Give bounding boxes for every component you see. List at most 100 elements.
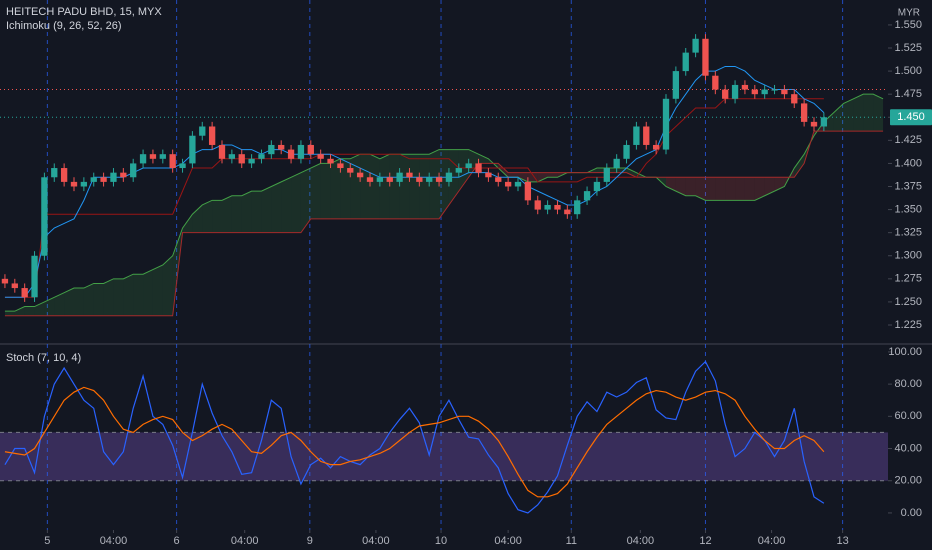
y-tick-label: 1.500 [894, 65, 922, 77]
candle-body [800, 103, 808, 122]
cloud [212, 200, 222, 233]
candle-body [791, 94, 798, 104]
cloud [616, 168, 627, 173]
candle-body [406, 172, 413, 178]
cloud [823, 112, 834, 132]
candle-body [672, 71, 680, 99]
y-tick-label: 1.525 [894, 42, 922, 54]
cloud [133, 274, 144, 316]
y-tick-label: 1.350 [894, 203, 922, 215]
candle-body [139, 154, 147, 164]
x-tick-label: 11 [566, 535, 577, 547]
candle-body [475, 163, 482, 173]
cloud [478, 154, 489, 164]
y-tick-label: 1.325 [894, 227, 922, 239]
cloud [281, 177, 292, 233]
cloud [152, 264, 163, 316]
candle-body [574, 200, 581, 215]
candle-body [514, 181, 522, 187]
cloud [24, 306, 35, 316]
y-tick-label: 1.475 [894, 88, 922, 100]
cloud [853, 94, 864, 132]
candle-body [376, 177, 384, 182]
cloud [685, 177, 696, 196]
cloud [547, 172, 558, 178]
candle-body [327, 158, 334, 164]
candle-body [248, 158, 255, 164]
candle-body [189, 135, 196, 164]
x-tick-label: 04:00 [758, 535, 786, 547]
candle-body [435, 177, 443, 182]
candle-body [386, 177, 393, 182]
candle-body [268, 144, 275, 155]
candle-body [218, 144, 226, 159]
candle-body [564, 209, 571, 215]
cloud [123, 274, 134, 316]
cloud [44, 297, 55, 316]
candle-body [238, 154, 245, 164]
candle-body [307, 144, 314, 155]
cloud [379, 154, 390, 219]
x-tick-label: 6 [174, 535, 180, 547]
candle-body [120, 172, 127, 178]
cloud [754, 177, 765, 201]
candle-body [623, 144, 630, 159]
cloud [340, 158, 351, 219]
cloud [675, 177, 686, 196]
y-tick-label: 1.225 [894, 319, 922, 331]
cloud [360, 154, 370, 219]
candle-body [722, 89, 729, 99]
x-tick-label: 9 [307, 535, 313, 547]
stoch-line [4, 386, 825, 498]
candle-body [524, 181, 532, 201]
cloud [409, 154, 420, 219]
indicator-title: Stoch (7, 10, 4) [6, 352, 81, 364]
candle-body [258, 154, 265, 159]
cloud [439, 149, 449, 219]
candle-body [11, 283, 18, 289]
candle-body [593, 181, 601, 192]
candle-body [712, 75, 719, 90]
cloud [291, 172, 301, 233]
cloud [764, 177, 775, 196]
candle-body [445, 172, 453, 182]
x-tick-label: 04:00 [362, 535, 390, 547]
y-tick-label: 1.250 [894, 296, 922, 308]
candle-body [583, 191, 591, 201]
y-tick-label: 40.00 [894, 442, 922, 454]
candle-body [356, 172, 364, 178]
cloud [143, 269, 153, 316]
tenkan-line [4, 65, 825, 298]
y-tick-label: 1.400 [894, 157, 922, 169]
cloud [330, 158, 341, 219]
cloud [241, 191, 252, 233]
candle-body [51, 168, 58, 178]
candle-body [90, 177, 97, 182]
candle-body [761, 89, 768, 95]
x-tick-label: 04:00 [231, 535, 259, 547]
candle-body [504, 181, 512, 187]
cloud [93, 283, 104, 316]
candle-body [396, 172, 403, 182]
cloud [222, 195, 232, 233]
candle-body [366, 177, 374, 182]
y-tick-label: 20.00 [894, 475, 922, 487]
candle-body [228, 154, 236, 159]
candle-body [60, 168, 68, 182]
candle-body [692, 38, 699, 53]
cloud [14, 306, 25, 316]
cloud [4, 311, 15, 316]
x-tick-label: 04:00 [100, 535, 128, 547]
y-tick-label: 60.00 [894, 410, 922, 422]
candle-body [426, 177, 433, 182]
candle-body [495, 177, 502, 182]
x-tick-label: 13 [836, 535, 848, 547]
candle-body [179, 163, 186, 169]
cloud [843, 98, 854, 132]
cloud [300, 168, 311, 233]
cloud [774, 177, 785, 192]
cloud [271, 181, 282, 233]
cloud [715, 177, 726, 201]
candle-body [603, 168, 610, 182]
